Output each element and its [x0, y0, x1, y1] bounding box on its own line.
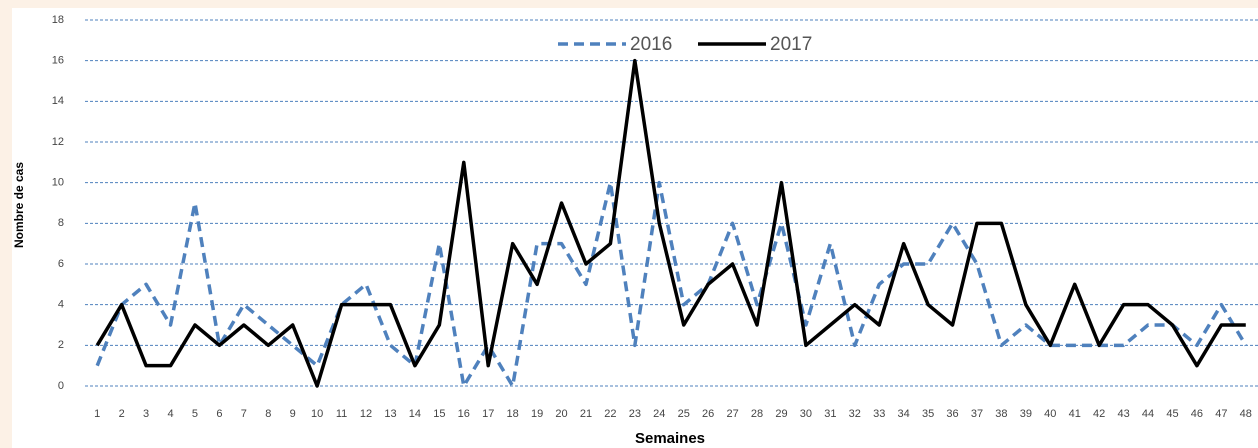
y-tick-label: 14: [52, 95, 64, 107]
x-tick-label: 34: [898, 408, 910, 420]
x-tick-label: 10: [311, 408, 323, 420]
x-tick-label: 29: [775, 408, 787, 420]
x-tick-label: 31: [824, 408, 836, 420]
x-tick-label: 25: [678, 408, 690, 420]
x-tick-label: 22: [604, 408, 616, 420]
x-tick-label: 38: [995, 408, 1007, 420]
x-tick-label: 44: [1142, 408, 1154, 420]
x-tick-label: 46: [1191, 408, 1203, 420]
x-tick-label: 17: [482, 408, 494, 420]
x-tick-label: 43: [1117, 408, 1129, 420]
x-tick-label: 21: [580, 408, 592, 420]
y-tick-label: 4: [58, 299, 64, 311]
x-tick-label: 9: [290, 408, 296, 420]
x-tick-label: 39: [1020, 408, 1032, 420]
series-line: [95, 180, 1248, 388]
x-tick-label: 15: [433, 408, 445, 420]
x-tick-label: 47: [1215, 408, 1227, 420]
x-tick-label: 1: [94, 408, 100, 420]
y-tick-label: 8: [58, 217, 64, 229]
x-tick-label: 7: [241, 408, 247, 420]
x-tick-label: 48: [1240, 408, 1252, 420]
x-tick-label: 20: [555, 408, 567, 420]
y-axis-label: Nombre de cas: [12, 162, 26, 248]
y-tick-label: 6: [58, 258, 64, 270]
x-tick-label: 3: [143, 408, 149, 420]
x-tick-label: 40: [1044, 408, 1056, 420]
x-tick-label: 16: [458, 408, 470, 420]
x-tick-label: 4: [167, 408, 173, 420]
series-line: [95, 58, 1246, 388]
x-tick-label: 45: [1166, 408, 1178, 420]
x-tick-label: 37: [971, 408, 983, 420]
x-tick-label: 19: [531, 408, 543, 420]
x-tick-label: 26: [702, 408, 714, 420]
x-tick-label: 5: [192, 408, 198, 420]
y-tick-label: 2: [58, 339, 64, 351]
x-tick-label: 12: [360, 408, 372, 420]
x-axis-label: Semaines: [635, 430, 705, 447]
x-tick-label: 2: [119, 408, 125, 420]
x-tick-label: 28: [751, 408, 763, 420]
x-tick-label: 33: [873, 408, 885, 420]
x-tick-label: 23: [629, 408, 641, 420]
x-tick-label: 8: [265, 408, 271, 420]
x-tick-label: 6: [216, 408, 222, 420]
y-tick-label: 10: [52, 177, 64, 189]
legend-label: 2016: [630, 34, 672, 55]
y-tick-label: 12: [52, 136, 64, 148]
x-tick-label: 32: [849, 408, 861, 420]
x-tick-label: 14: [409, 408, 421, 420]
y-tick-label: 18: [52, 14, 64, 26]
legend-label: 2017: [770, 34, 812, 55]
x-tick-label: 11: [336, 408, 347, 420]
x-tick-label: 36: [946, 408, 958, 420]
x-tick-label: 30: [800, 408, 812, 420]
x-tick-label: 13: [384, 408, 396, 420]
x-tick-label: 35: [922, 408, 934, 420]
plot-background: [12, 8, 1258, 448]
x-tick-label: 42: [1093, 408, 1105, 420]
x-tick-label: 41: [1069, 408, 1081, 420]
y-tick-label: 16: [52, 55, 64, 67]
x-tick-label: 18: [507, 408, 519, 420]
x-tick-label: 24: [653, 408, 665, 420]
x-tick-label: 27: [726, 408, 738, 420]
y-tick-label: 0: [58, 380, 64, 392]
